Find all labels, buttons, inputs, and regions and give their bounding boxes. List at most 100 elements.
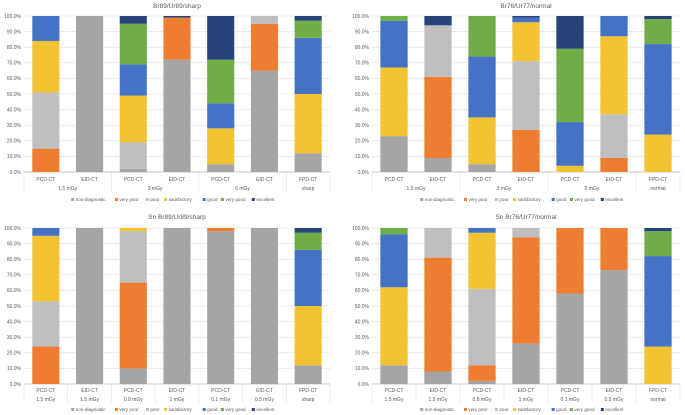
legend-label: non-diagnostic (425, 197, 456, 202)
x-category-label: PCD-CT (473, 177, 492, 183)
legend-label: poor (150, 197, 160, 202)
y-tick-label: 0.0% (358, 170, 370, 176)
legend-swatch (513, 408, 517, 411)
legend-label: non-diagnostic (76, 197, 107, 202)
y-tick-label: 80.0% (355, 45, 370, 51)
x-category-label: EID-CT (81, 388, 98, 394)
legend-label: satisfactory (518, 407, 542, 412)
bar-segment-very-poor (424, 257, 452, 372)
x-group-label: 1 mGy (170, 397, 185, 403)
legend: non-diagnostic very poor poor satisfactory g… (71, 407, 275, 412)
x-category-label: FPD-CT (299, 388, 317, 394)
bar-segment-satisfactory (468, 117, 496, 165)
x-category-label: PCD-CT (211, 388, 230, 394)
y-tick-label: 30.0% (7, 123, 22, 129)
legend-swatch (220, 408, 224, 411)
bar-segment-excellent (556, 16, 584, 49)
bar-segment-excellent (163, 16, 191, 18)
x-category-label: PCD-CT (36, 177, 55, 183)
y-tick-label: 70.0% (355, 61, 370, 67)
legend-swatch (114, 198, 118, 201)
y-tick-label: 50.0% (355, 92, 370, 98)
legend-swatch (600, 198, 604, 201)
bar-segment-satisfactory (512, 22, 540, 62)
legend-swatch (463, 408, 467, 411)
legend-swatch (420, 198, 424, 201)
bar-segment-satisfactory (294, 94, 322, 154)
y-tick-label: 0.0% (10, 170, 22, 176)
chart-panel-2: Br76/Ur77/normal 0.0% 10.0% 20.0% 30.0% 40.0%… (352, 3, 681, 202)
bar-segment-poor (512, 228, 540, 238)
bar-segment-good (468, 228, 496, 233)
y-tick-label: 50.0% (355, 304, 370, 310)
y-tick-label: 20.0% (355, 351, 370, 357)
bar-segment-satisfactory (32, 235, 60, 302)
bar-segment-non-diagnostic (380, 365, 408, 384)
x-group-label: 3 mGy (497, 186, 512, 192)
legend-swatch (202, 198, 206, 201)
bar-segment-non-diagnostic (468, 380, 496, 384)
bar-segment-very-good (644, 231, 672, 257)
bar-segment-very-poor (32, 346, 60, 384)
y-tick-label: 20.0% (7, 351, 22, 357)
x-category-label: PCD-CT (473, 388, 492, 394)
legend-label: very good (574, 407, 595, 412)
bar-segment-poor (119, 142, 147, 169)
bar-segment-non-diagnostic (380, 136, 408, 172)
bar-segment-poor (512, 61, 540, 130)
chart-title: Br89/Ur89/sharp (153, 3, 201, 10)
x-category-label: EID-CT (256, 388, 273, 394)
y-tick-label: 90.0% (7, 241, 22, 247)
bar-segment-non-diagnostic (294, 153, 322, 172)
x-category-label: EID-CT (430, 177, 447, 183)
x-group-label: normal (650, 186, 665, 192)
x-category-label: EID-CT (518, 177, 535, 183)
x-category-label: FPD-CT (649, 388, 667, 394)
legend-label: good (556, 197, 567, 202)
legend-swatch (164, 408, 168, 411)
legend-swatch (251, 198, 255, 201)
legend-label: very good (225, 197, 246, 202)
y-tick-label: 10.0% (7, 154, 22, 160)
x-category-label: PCD-CT (36, 388, 55, 394)
bar-segment-very-good (119, 23, 147, 65)
legend-swatch (220, 198, 224, 201)
bar-segment-very-poor (512, 237, 540, 344)
x-category-label: EID-CT (606, 177, 623, 183)
bar-segment-excellent (207, 16, 235, 60)
bar-segment-non-diagnostic (512, 343, 540, 384)
y-tick-label: 0.0% (358, 382, 370, 388)
y-tick-label: 90.0% (355, 241, 370, 247)
y-tick-label: 40.0% (7, 319, 22, 325)
x-group-label: 0.5 mGy (255, 397, 274, 403)
y-tick-label: 40.0% (7, 107, 22, 113)
x-category-label: PCD-CT (211, 177, 230, 183)
bar-segment-non-diagnostic (207, 164, 235, 172)
bar-segment-good (600, 16, 628, 37)
x-category-label: EID-CT (518, 388, 535, 394)
y-tick-label: 60.0% (355, 288, 370, 294)
x-category-label: EID-CT (169, 177, 186, 183)
legend-label: excellent (605, 407, 624, 412)
legend-label: good (556, 407, 567, 412)
legend-swatch (202, 408, 206, 411)
bar-segment-poor (424, 228, 452, 258)
bar-segment-poor (119, 231, 147, 283)
legend-label: poor (150, 407, 160, 412)
y-tick-label: 90.0% (7, 29, 22, 35)
legend-swatch (251, 408, 255, 411)
y-tick-label: 30.0% (7, 335, 22, 341)
bar-segment-good (32, 228, 60, 236)
legend-label: poor (499, 197, 509, 202)
y-tick-label: 100.0% (4, 14, 22, 20)
bar-segment-very-poor (250, 23, 278, 71)
legend-swatch (494, 198, 498, 201)
bar-segment-poor (250, 16, 278, 24)
x-group-label: sharp (302, 186, 315, 192)
bar-segment-non-diagnostic (468, 164, 496, 172)
bar-segment-good (119, 64, 147, 96)
bar-segment-satisfactory (207, 128, 235, 165)
bar-segment-non-diagnostic (207, 231, 235, 384)
y-tick-label: 60.0% (7, 288, 22, 294)
bar-segment-good (32, 16, 60, 41)
